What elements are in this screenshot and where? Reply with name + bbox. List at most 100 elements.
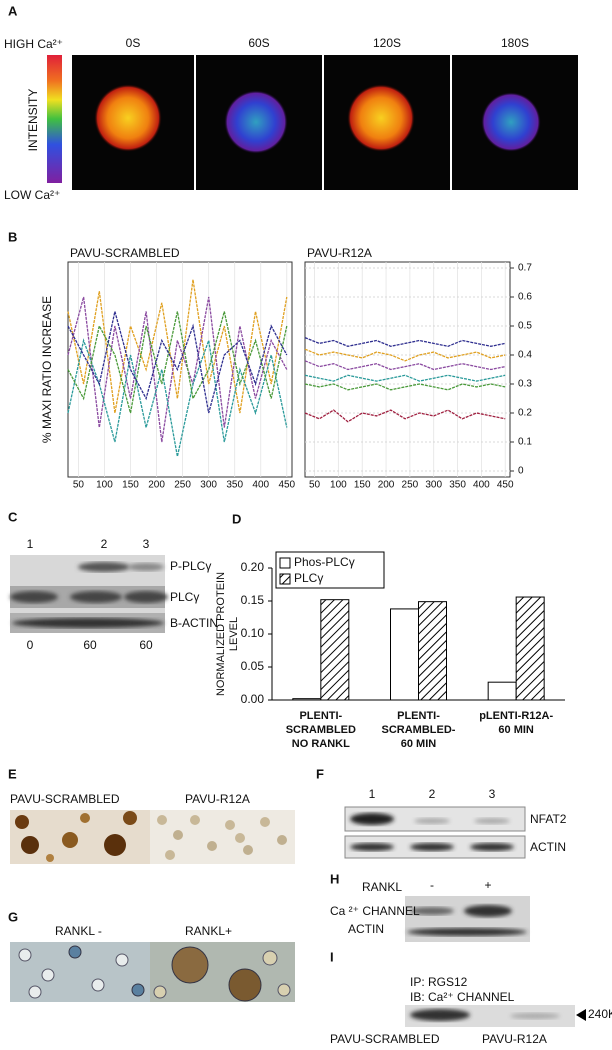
stained-cells-image-part (21, 836, 39, 854)
time-label: 60 (83, 638, 97, 652)
western-blot-part (128, 563, 164, 571)
cell-image-part (262, 950, 278, 966)
western-blot-part (410, 843, 454, 851)
cell-image-part (277, 983, 291, 997)
x-tick-label: 400 (252, 480, 269, 491)
western-blot-part (10, 591, 58, 603)
legend-swatch (279, 557, 291, 569)
cell-image-part (171, 946, 209, 984)
band-label: NFAT2 (530, 812, 567, 826)
data-line (304, 360, 506, 371)
y-tick-label: 0.00 (241, 692, 265, 706)
y-tick-label: 0.5 (518, 321, 532, 332)
x-tick-label: 100 (330, 480, 347, 491)
ip-label: IP: RGS12 (410, 975, 468, 989)
panel-label: F (316, 766, 324, 781)
stained-cells-image-part (80, 813, 90, 823)
y-tick-label: 0.3 (518, 379, 532, 390)
western-blot-part (70, 591, 122, 603)
x-tick-label: 450 (497, 480, 514, 491)
stained-cells-image-part (243, 845, 253, 855)
data-line (304, 383, 506, 391)
image-label: RANKL - (55, 924, 102, 938)
band-label: B-ACTIN (170, 616, 218, 630)
time-label: 60S (248, 36, 269, 50)
x-tick-label: pLENTI-R12A-60 MIN (479, 710, 553, 736)
x-tick-label: 200 (378, 480, 395, 491)
band-label: Ca ²⁺ CHANNEL (330, 904, 420, 918)
y-tick-label: 0 (518, 466, 524, 477)
western-blot-part (12, 618, 164, 628)
stained-cells-image-part (173, 830, 183, 840)
data-line (67, 311, 288, 414)
stained-cells-image-part (157, 815, 167, 825)
cell-image-part (150, 942, 295, 1002)
calcium-images-part (94, 84, 162, 152)
western-blot-part (407, 928, 527, 936)
data-line (304, 374, 506, 382)
stained-cells-image-part (235, 833, 245, 843)
lane-label: 3 (143, 537, 150, 551)
legend-box (275, 551, 385, 589)
x-tick-label: 100 (96, 480, 113, 491)
color-bar (47, 55, 62, 183)
western-blot-part (410, 1009, 470, 1021)
lane-label: 2 (101, 537, 108, 551)
cell-image-part (28, 985, 42, 999)
ib-label: IB: Ca²⁺ CHANNEL (410, 990, 515, 1004)
low-label: LOW Ca²⁺ (4, 188, 60, 202)
x-tick-label: 150 (122, 480, 139, 491)
treatment-label: RANKL (362, 880, 402, 894)
time-label: 0 (27, 638, 34, 652)
lane-label: 3 (489, 787, 496, 801)
western-blot-part (464, 905, 512, 917)
y-axis-label: NORMALIZED PROTEINLEVEL (215, 572, 240, 696)
cell-image (10, 942, 295, 1002)
stained-cells-image-part (123, 811, 137, 825)
y-tick-label: 0.2 (518, 408, 532, 419)
stained-cells-image-part (225, 820, 235, 830)
x-tick-label: 200 (148, 480, 165, 491)
calcium-images (72, 55, 578, 190)
calcium-images-part (347, 84, 415, 152)
x-tick-label: 300 (200, 480, 217, 491)
cell-image-part (68, 945, 82, 959)
calcium-images-part (481, 92, 541, 152)
y-tick-label: 0.15 (241, 593, 265, 607)
time-label: 180S (501, 36, 529, 50)
x-tick-label: 350 (449, 480, 466, 491)
legend-label: PLCγ (294, 571, 323, 585)
western-blot-part (474, 818, 510, 824)
western-blot-part (124, 591, 168, 603)
image-label: PAVU-SCRAMBLED (10, 792, 120, 806)
lane-label: PAVU-SCRAMBLED (330, 1032, 440, 1046)
time-label: 60 (139, 638, 153, 652)
marker-label: 240K (588, 1007, 612, 1021)
western-blot-part (470, 843, 514, 851)
western-blot (10, 555, 168, 633)
calcium-images-part (224, 90, 288, 154)
band-label: PLCγ (170, 590, 199, 604)
western-blot (405, 896, 530, 942)
stained-cells-image-part (207, 841, 217, 851)
panel-label: H (330, 871, 339, 886)
bar (320, 599, 350, 701)
stained-cells-image-part (165, 850, 175, 860)
band-label: ACTIN (348, 922, 384, 936)
data-line (304, 348, 506, 362)
legend-swatch (279, 573, 291, 585)
y-tick-label: 0.05 (241, 659, 265, 673)
time-label: 0S (126, 36, 141, 50)
cell-image-part (91, 978, 105, 992)
panel-label: D (232, 511, 241, 526)
x-tick-label: 400 (473, 480, 490, 491)
lane-label: + (484, 878, 491, 892)
high-label: HIGH Ca²⁺ (4, 37, 63, 51)
panel-label: C (8, 509, 18, 524)
x-tick-label: 350 (226, 480, 243, 491)
cell-image-part (18, 948, 32, 962)
western-blot-part (510, 1013, 560, 1019)
bar (390, 608, 419, 701)
